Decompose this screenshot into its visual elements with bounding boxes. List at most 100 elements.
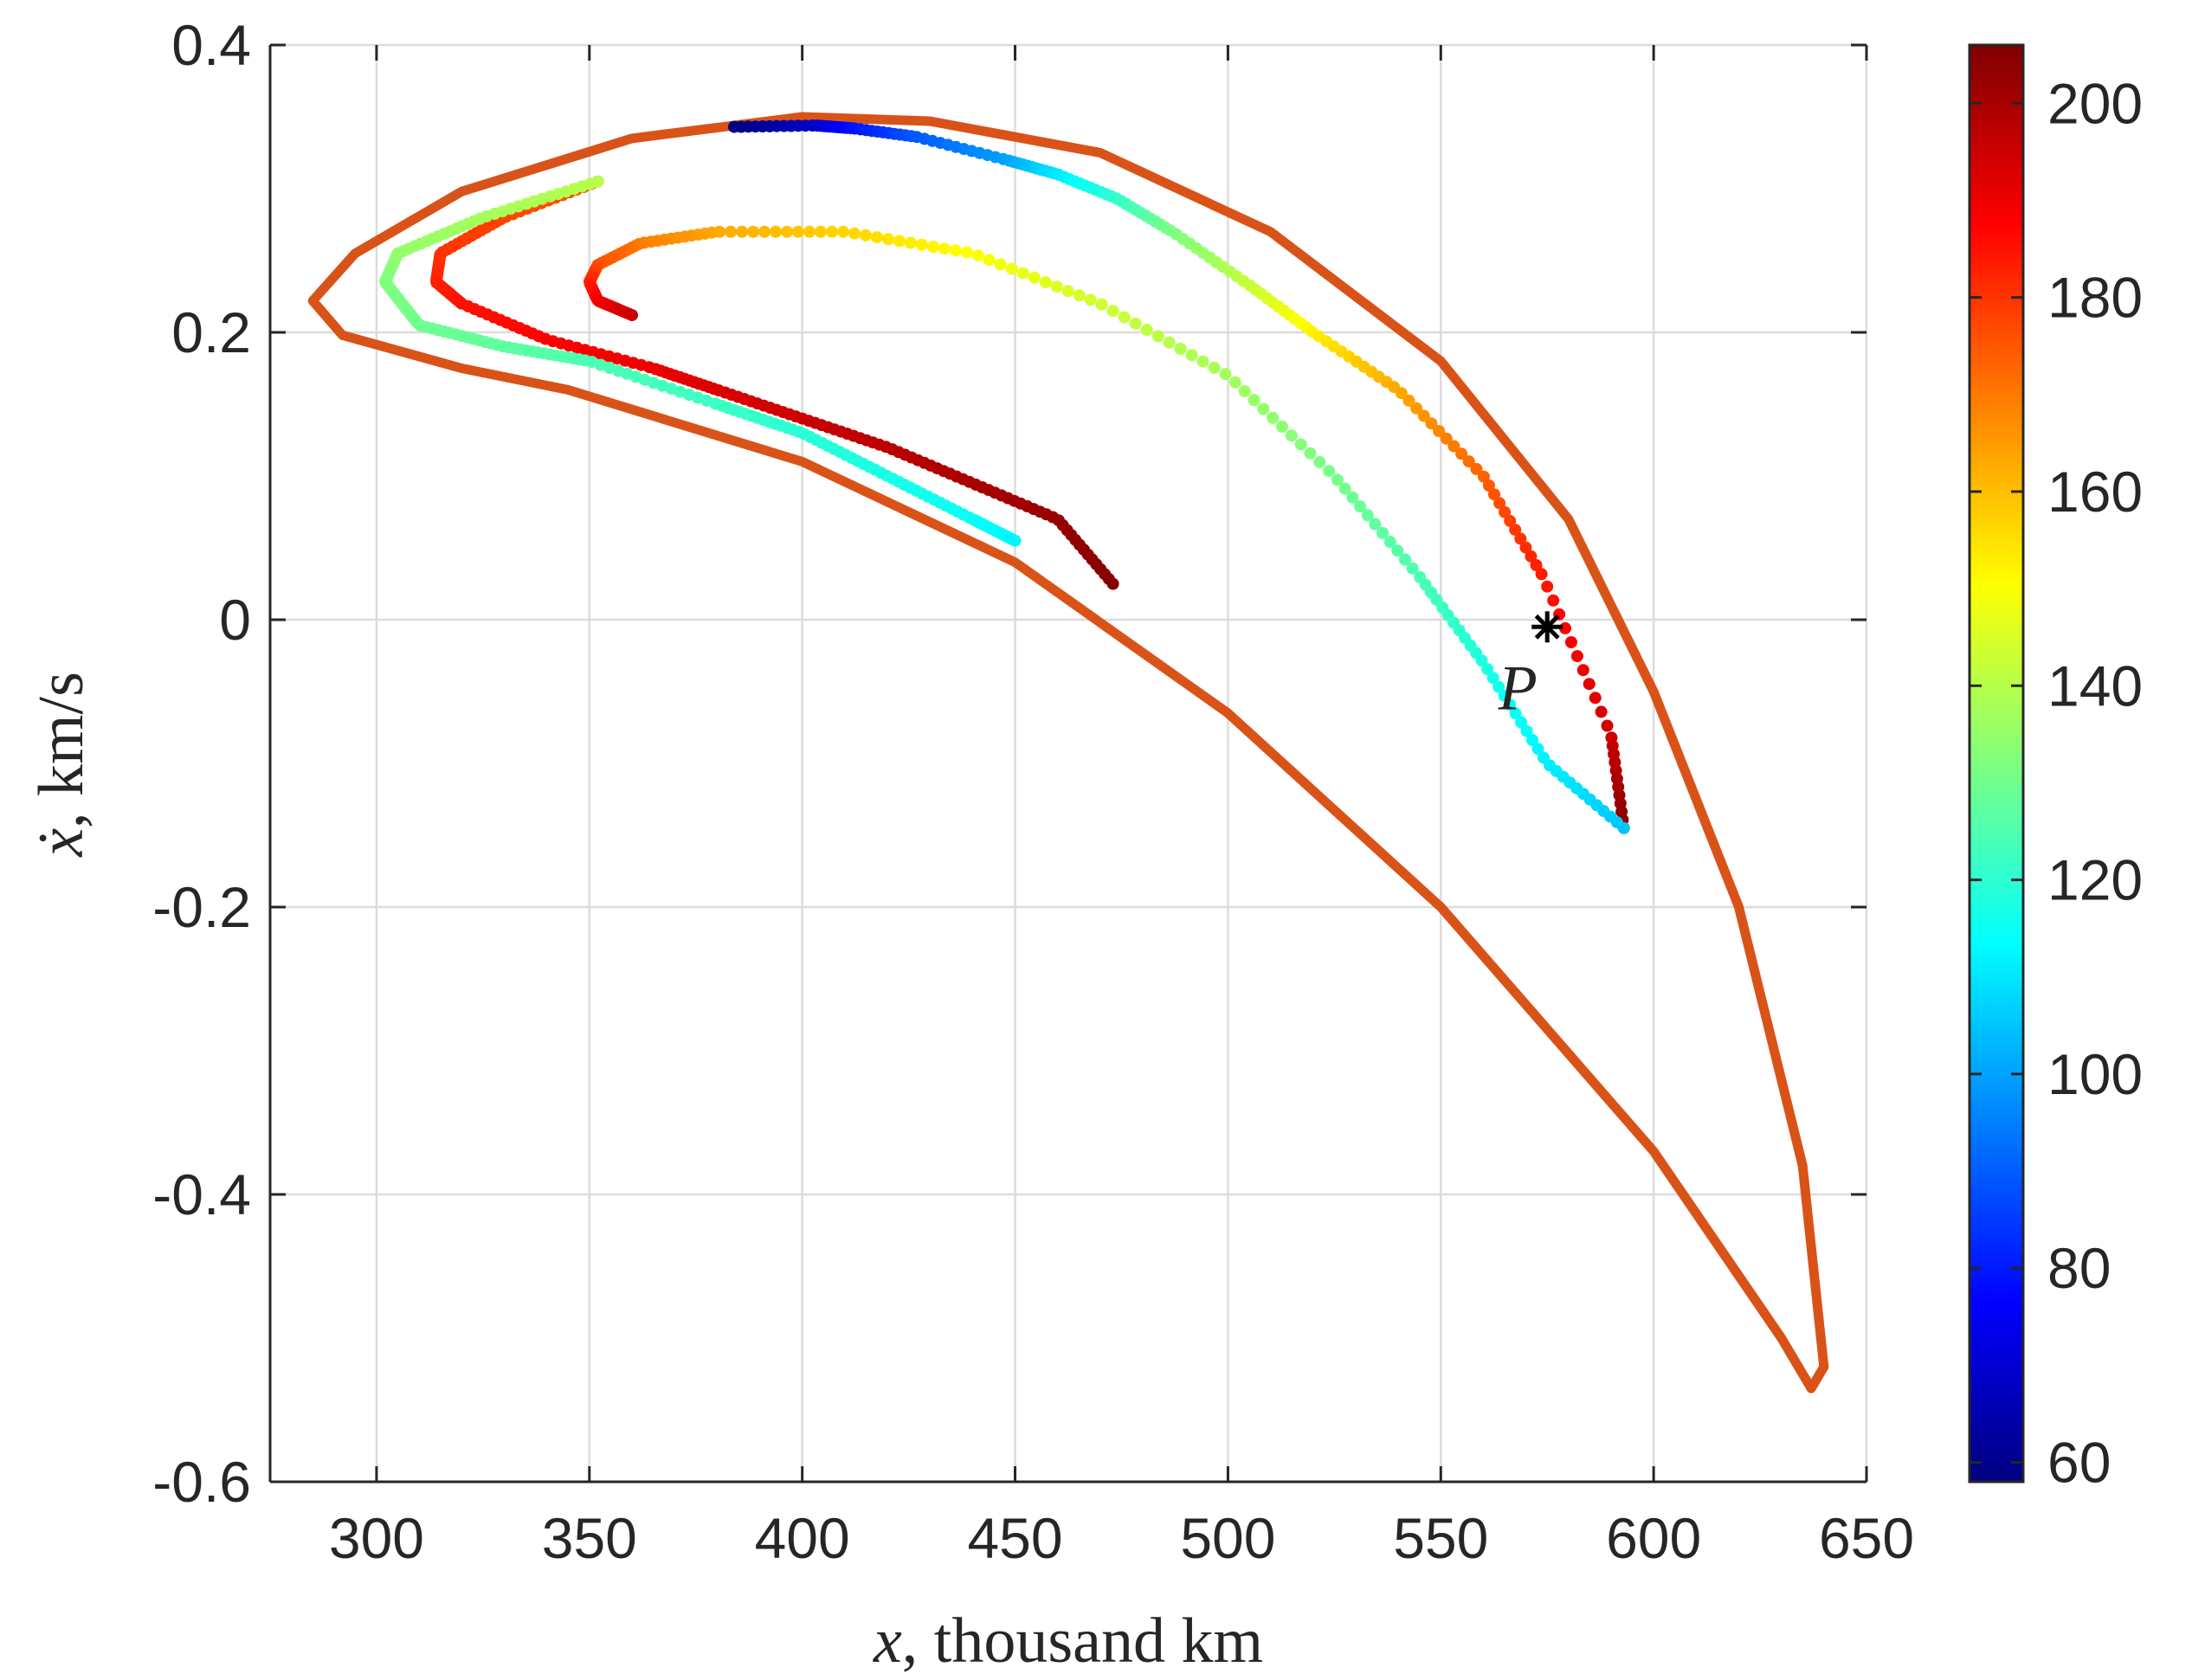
inner-arc-point [1140,324,1153,337]
y-tick-label: -0.4 [152,1162,251,1226]
inner-arc-point [747,225,760,238]
marker-p [1531,611,1563,643]
inner-arc-point [1129,317,1142,330]
trajectory-point [1519,541,1532,554]
inner-arc-point [1354,500,1366,513]
trajectory-point [1482,480,1495,492]
boundary-curve [307,112,1829,1394]
inner-arc-point [1196,355,1209,368]
axes [268,43,1868,1484]
outer-arc-point [1106,577,1119,590]
inner-arc-point [881,233,894,246]
inner-arc-point [1118,311,1131,324]
inner-arc-point [1377,526,1389,539]
trajectory-point [1595,705,1608,718]
x-tick-label: 550 [1393,1506,1488,1570]
inner-arc-point [1538,751,1550,764]
inner-arc-point [815,225,827,238]
colorbar [1968,43,2025,1484]
inner-arc-point [725,225,738,238]
trajectory-point [1402,394,1415,407]
x-tick-label: 450 [967,1506,1062,1570]
y-tick-label: -0.2 [152,875,251,939]
trajectory-point [1477,470,1490,483]
inner-arc-point [1248,394,1260,407]
x-axis-title: x, thousand km [873,1606,1263,1677]
trajectory-point [1509,524,1522,537]
trajectory-point [1570,650,1583,663]
inner-arc-point [1526,734,1538,746]
plot-area [270,45,1867,1482]
inner-arc-point [994,258,1007,271]
inner-arc-point [1084,293,1097,306]
inner-arc-point [1028,271,1041,284]
inner-arc-point [1257,402,1270,415]
inner-arc-point [1509,707,1522,720]
inner-arc-point [949,244,962,257]
inner-arc-point [1391,544,1404,557]
inner-arc-point [860,229,872,241]
inner-arc-point [1369,518,1382,531]
trajectory-point [1433,425,1446,437]
trajectory-point [1493,497,1506,510]
inner-arc-point [1498,689,1511,702]
trajectory-point [1525,550,1538,563]
inner-arc-point [1276,421,1288,433]
colorbar-tick-label: 180 [2047,266,2143,330]
colorbar-tick-label: 80 [2047,1236,2111,1300]
inner-arc-point [1238,385,1251,398]
inner-arc-point [803,225,816,238]
inner-arc-point [1219,368,1232,381]
x-tick-label: 600 [1606,1506,1701,1570]
inner-arc-point [1039,276,1052,288]
colorbar-tick-label: 120 [2047,848,2143,912]
colorbar-tick-label: 100 [2047,1042,2143,1106]
trajectory-point [1455,447,1468,460]
green-arc-point [1009,534,1022,547]
inner-arc-point [758,225,771,238]
inner-arc-point [1005,262,1018,275]
inner-arc-point [904,236,917,249]
inner-arc-point [1406,562,1419,575]
inner-arc-point [926,241,939,253]
trajectory-point [1535,568,1548,581]
trajectory-point [1530,559,1543,571]
trajectory-point [1514,532,1527,545]
inner-arc-point [626,309,638,322]
inner-arc-point [1486,672,1499,685]
inner-arc-point [1061,285,1074,298]
inner-arc-point [1331,473,1344,486]
y-tick-label: -0.6 [152,1450,251,1514]
inner-arc-point [1304,447,1317,460]
inner-arc-point [1106,305,1119,318]
trajectory-point [1576,664,1589,677]
inner-arc-point [1073,289,1086,302]
colorbar-tick-label: 160 [2047,460,2143,524]
inner-arc-point [1174,343,1187,355]
trajectory-point [1488,488,1500,501]
inner-arc-point [1338,482,1351,495]
x-tick-label: 300 [329,1506,424,1570]
inner-arc-point [1493,680,1505,693]
trajectory-point [1440,432,1453,445]
x-tick-label: 500 [1180,1506,1275,1570]
inner-arc-point [770,225,782,238]
colorbar-ticks: 60 80 100 120 140 160 180 200 [1970,71,2143,1495]
tick-labels: 300 350 400 450 500 550 600 650 0.4 0.2 0 -0.2 -0.4 -… [152,13,1914,1570]
y-axis-title: ẋ, km/s [26,672,97,858]
trajectory-point [1564,636,1577,648]
trajectory-point [1410,402,1423,415]
trajectory-point [1447,440,1460,453]
trajectory-point [1601,719,1614,732]
trajectory-point [1541,580,1554,593]
trajectory-point [1589,692,1602,705]
series-layer [307,112,1829,1394]
inner-arc-point [1323,465,1336,478]
inner-arc-point [736,225,749,238]
marker-p-label: P [1498,653,1538,724]
trajectory-point [1425,417,1438,430]
inner-arc-point [938,242,951,255]
inner-arc-point [1504,698,1517,711]
colorbar-tick-label: 140 [2047,653,2143,718]
inner-arc-point [1228,376,1241,389]
